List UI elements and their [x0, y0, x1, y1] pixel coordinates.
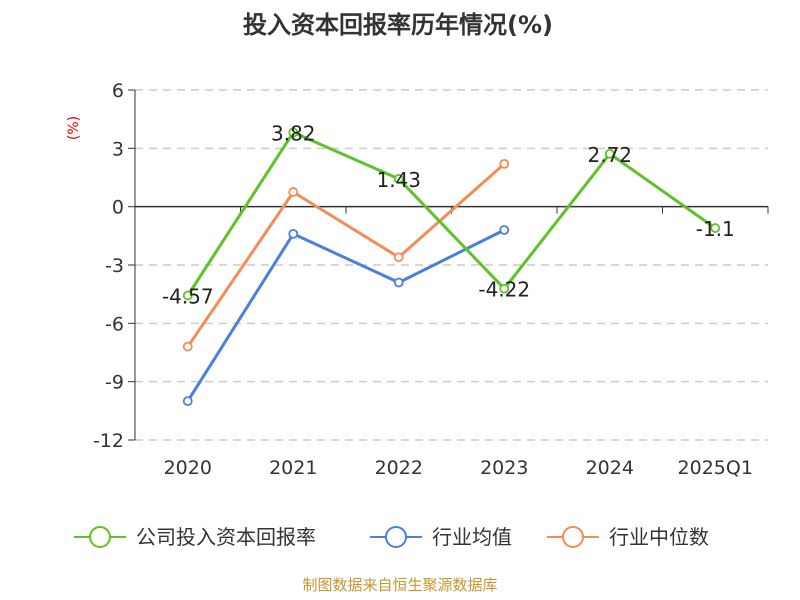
- y-tick-label: -6: [105, 313, 124, 335]
- data-point-3: [393, 252, 404, 263]
- chart-title: 投入资本回报率历年情况(%): [243, 11, 553, 39]
- legend-marker-1: [89, 526, 111, 548]
- y-tick-label: 3: [112, 138, 124, 160]
- y-tick-label: -12: [93, 430, 124, 452]
- data-point-2: [393, 277, 404, 288]
- y-tick-label: 0: [112, 197, 124, 219]
- data-point-1: [499, 283, 510, 294]
- legend-marker-3: [562, 526, 584, 548]
- data-label: 3.82: [271, 121, 316, 145]
- data-point-3: [182, 341, 193, 352]
- data-label: 2.72: [587, 143, 632, 167]
- axis-layer: 6 3 0 -3 -6 -9 -12 2020 2021 2022 2023 2024 2025Q1: [93, 80, 769, 479]
- x-tick-label: 2025Q1: [678, 457, 753, 479]
- data-label: 1.43: [376, 168, 421, 192]
- data-label: -4.22: [478, 278, 530, 302]
- data-point-3: [499, 158, 510, 169]
- data-point-1: [393, 173, 404, 184]
- x-tick-label: 2023: [480, 457, 528, 479]
- source-note: 制图数据来自恒生聚源数据库: [302, 576, 497, 594]
- y-tick-label: -9: [105, 372, 124, 394]
- data-point-1: [288, 127, 299, 138]
- y-tick-label: -3: [105, 255, 124, 277]
- grid-layer: [135, 89, 768, 441]
- y-tick-label: 6: [112, 80, 124, 102]
- data-point-1: [182, 290, 193, 301]
- series-line-2: [186, 228, 505, 402]
- legend-marker-2: [385, 526, 407, 548]
- x-tick-label: 2022: [375, 457, 423, 479]
- x-tick-label: 2024: [586, 457, 634, 479]
- legend-label-1: 公司投入资本回报率: [136, 525, 316, 549]
- legend: 公司投入资本回报率 行业均值 行业中位数: [74, 525, 709, 549]
- series-line-1: [186, 130, 717, 297]
- data-point-2: [288, 228, 299, 239]
- series-line-3: [186, 162, 506, 348]
- data-label-layer: -4.57 3.82 1.43 -4.22 2.72 -1.1: [162, 121, 735, 308]
- data-label: -1.1: [696, 217, 735, 241]
- legend-label-2: 行业均值: [432, 525, 512, 549]
- x-tick-label: 2020: [164, 457, 212, 479]
- data-point-1: [710, 223, 721, 233]
- data-point-3: [288, 187, 299, 197]
- data-point-1: [604, 148, 615, 159]
- x-tick-label: 2021: [269, 457, 317, 479]
- legend-label-3: 行业中位数: [609, 525, 709, 549]
- series-layer: [182, 127, 721, 407]
- data-point-2: [182, 396, 193, 407]
- y-axis-unit-label: (%): [66, 116, 82, 140]
- data-label: -4.57: [162, 285, 214, 309]
- data-point-2: [499, 225, 510, 235]
